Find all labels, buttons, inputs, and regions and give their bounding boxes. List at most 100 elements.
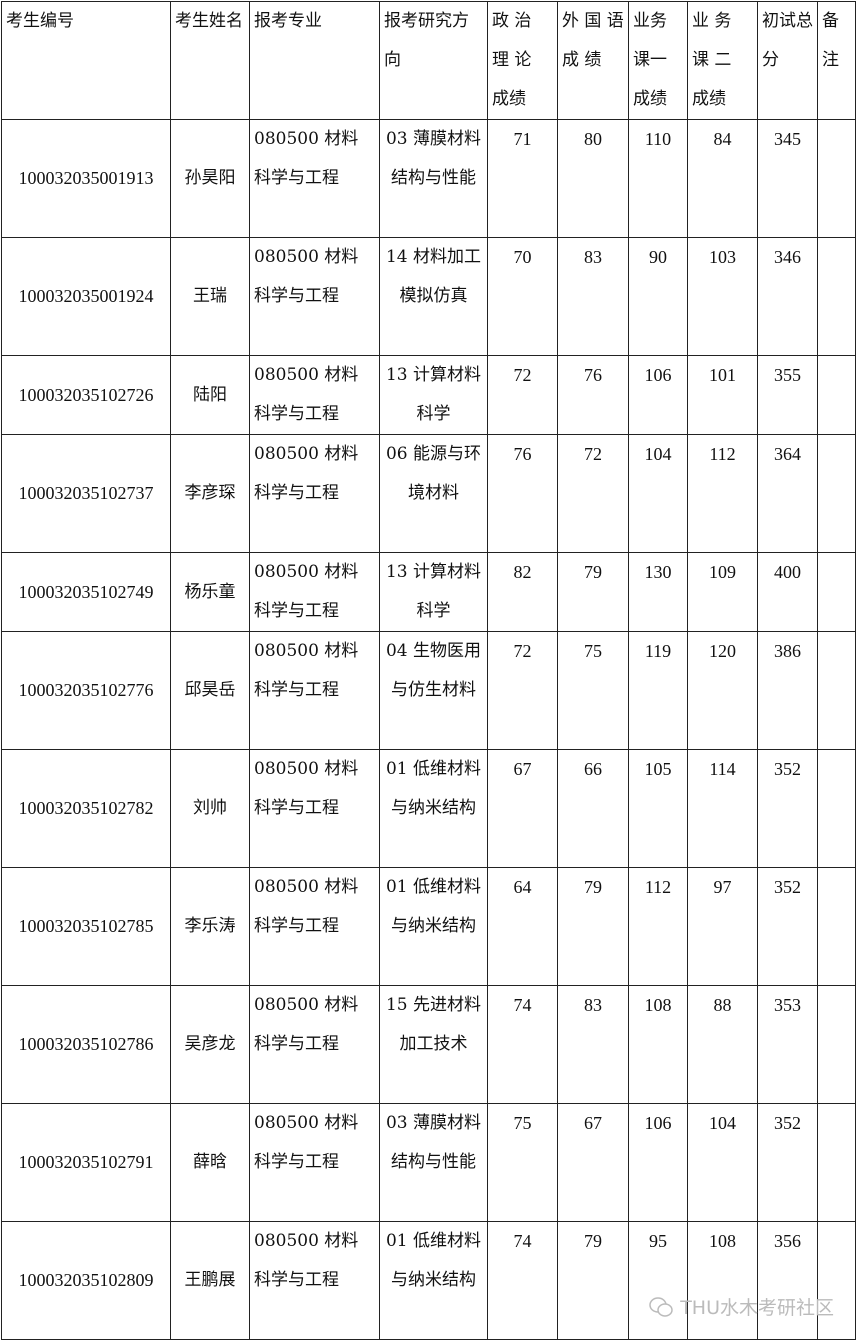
course1-score-cell: 112 xyxy=(628,867,688,986)
total-score-cell: 346 xyxy=(757,237,818,356)
table-row: 100032035102791 薛晗 080500 材料科学与工程 03 薄膜材料结构… xyxy=(1,1103,856,1222)
note-cell xyxy=(817,749,856,868)
table-row: 100032035102786 吴彦龙 080500 材料科学与工程 15 先进材料加… xyxy=(1,985,856,1104)
note-cell xyxy=(817,237,856,356)
course1-score-cell: 110 xyxy=(628,119,688,238)
major-cell: 080500 材料科学与工程 xyxy=(249,119,380,238)
politics-score-cell: 75 xyxy=(487,1103,558,1222)
watermark-text: THU水木考研社区 xyxy=(680,1297,834,1319)
direction-cell: 01 低维材料与纳米结构 xyxy=(379,1221,488,1340)
direction-cell: 13 计算材料科学 xyxy=(379,355,488,435)
watermark: THU水木考研社区 xyxy=(648,1293,834,1320)
major-cell: 080500 材料科学与工程 xyxy=(249,434,380,553)
direction-cell: 13 计算材料科学 xyxy=(379,552,488,632)
course2-score-cell: 104 xyxy=(687,1103,758,1222)
total-score-cell: 352 xyxy=(757,867,818,986)
course2-score-cell: 84 xyxy=(687,119,758,238)
table-row: 100032035001913 孙昊阳 080500 材料科学与工程 03 薄膜材料结… xyxy=(1,119,856,238)
foreign-language-score-cell: 72 xyxy=(557,434,629,553)
politics-score-cell: 64 xyxy=(487,867,558,986)
course1-score-cell: 95 xyxy=(628,1221,688,1340)
candidate-id-cell: 100032035102749 xyxy=(1,552,171,632)
candidate-name-cell: 邱昊岳 xyxy=(170,631,250,750)
direction-cell: 06 能源与环境材料 xyxy=(379,434,488,553)
foreign-language-score-cell: 83 xyxy=(557,985,629,1104)
course1-score-cell: 119 xyxy=(628,631,688,750)
major-cell: 080500 材料科学与工程 xyxy=(249,355,380,435)
course2-score-cell: 88 xyxy=(687,985,758,1104)
total-score-cell: 386 xyxy=(757,631,818,750)
total-score-cell: 352 xyxy=(757,749,818,868)
politics-score-cell: 76 xyxy=(487,434,558,553)
candidate-id-cell: 100032035102782 xyxy=(1,749,171,868)
direction-cell: 01 低维材料与纳米结构 xyxy=(379,867,488,986)
candidate-id-cell: 100032035102786 xyxy=(1,985,171,1104)
total-score-cell: 364 xyxy=(757,434,818,553)
major-cell: 080500 材料科学与工程 xyxy=(249,985,380,1104)
direction-cell: 04 生物医用与仿生材料 xyxy=(379,631,488,750)
course1-score-cell: 108 xyxy=(628,985,688,1104)
total-score-cell: 400 xyxy=(757,552,818,632)
politics-score-cell: 74 xyxy=(487,1221,558,1340)
politics-score-cell: 74 xyxy=(487,985,558,1104)
course2-score-cell: 114 xyxy=(687,749,758,868)
note-cell xyxy=(817,434,856,553)
header-course1: 业务课一成绩 xyxy=(628,1,688,120)
direction-cell: 03 薄膜材料结构与性能 xyxy=(379,1103,488,1222)
table-row: 100032035102726 陆阳 080500 材料科学与工程 13 计算材料科学… xyxy=(1,355,856,435)
major-cell: 080500 材料科学与工程 xyxy=(249,749,380,868)
note-cell xyxy=(817,1221,856,1340)
table-row: 100032035102737 李彦琛 080500 材料科学与工程 06 能源与环境… xyxy=(1,434,856,553)
course1-score-cell: 105 xyxy=(628,749,688,868)
course2-score-cell: 120 xyxy=(687,631,758,750)
course1-score-cell: 90 xyxy=(628,237,688,356)
direction-cell: 15 先进材料加工技术 xyxy=(379,985,488,1104)
header-direction: 报考研究方向 xyxy=(379,1,488,120)
note-cell xyxy=(817,1103,856,1222)
note-cell xyxy=(817,631,856,750)
header-politics: 政 治 理 论 成绩 xyxy=(487,1,558,120)
direction-cell: 14 材料加工模拟仿真 xyxy=(379,237,488,356)
politics-score-cell: 71 xyxy=(487,119,558,238)
candidate-id-cell: 100032035102785 xyxy=(1,867,171,986)
total-score-cell: 353 xyxy=(757,985,818,1104)
total-score-cell: 345 xyxy=(757,119,818,238)
politics-score-cell: 67 xyxy=(487,749,558,868)
foreign-language-score-cell: 76 xyxy=(557,355,629,435)
candidate-name-cell: 吴彦龙 xyxy=(170,985,250,1104)
major-cell: 080500 材料科学与工程 xyxy=(249,552,380,632)
wechat-icon xyxy=(649,1296,673,1317)
candidate-id-cell: 100032035102726 xyxy=(1,355,171,435)
table-row: 100032035001924 王瑞 080500 材料科学与工程 14 材料加工模拟… xyxy=(1,237,856,356)
foreign-language-score-cell: 79 xyxy=(557,552,629,632)
candidate-name-cell: 王鹏展 xyxy=(170,1221,250,1340)
major-cell: 080500 材料科学与工程 xyxy=(249,237,380,356)
header-row: 考生编号 考生姓名 报考专业 报考研究方向 政 治 理 论 成绩 外 国 语 成… xyxy=(1,1,856,120)
header-major: 报考专业 xyxy=(249,1,380,120)
course1-score-cell: 106 xyxy=(628,1103,688,1222)
table-row: 100032035102776 邱昊岳 080500 材料科学与工程 04 生物医用与… xyxy=(1,631,856,750)
course2-score-cell: 109 xyxy=(687,552,758,632)
politics-score-cell: 72 xyxy=(487,631,558,750)
candidate-id-cell: 100032035102809 xyxy=(1,1221,171,1340)
course2-score-cell: 112 xyxy=(687,434,758,553)
note-cell xyxy=(817,355,856,435)
header-foreign: 外 国 语 成 绩 xyxy=(557,1,629,120)
foreign-language-score-cell: 75 xyxy=(557,631,629,750)
foreign-language-score-cell: 80 xyxy=(557,119,629,238)
header-total: 初试总分 xyxy=(757,1,818,120)
course2-score-cell: 97 xyxy=(687,867,758,986)
table-row: 100032035102782 刘帅 080500 材料科学与工程 01 低维材料与纳… xyxy=(1,749,856,868)
course2-score-cell: 108 xyxy=(687,1221,758,1340)
candidate-id-cell: 100032035102737 xyxy=(1,434,171,553)
direction-cell: 03 薄膜材料结构与性能 xyxy=(379,119,488,238)
total-score-cell: 356 xyxy=(757,1221,818,1340)
major-cell: 080500 材料科学与工程 xyxy=(249,1221,380,1340)
foreign-language-score-cell: 66 xyxy=(557,749,629,868)
candidate-id-cell: 100032035001913 xyxy=(1,119,171,238)
politics-score-cell: 70 xyxy=(487,237,558,356)
major-cell: 080500 材料科学与工程 xyxy=(249,1103,380,1222)
course2-score-cell: 101 xyxy=(687,355,758,435)
foreign-language-score-cell: 83 xyxy=(557,237,629,356)
